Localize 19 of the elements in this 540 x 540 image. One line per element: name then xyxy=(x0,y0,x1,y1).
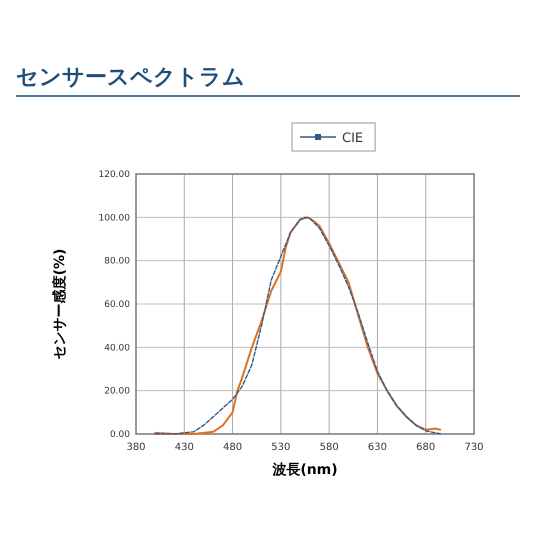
y-axis-title: センサー感度(%) xyxy=(51,248,68,360)
x-axis-title: 波長(nm) xyxy=(271,462,338,478)
y-tick-label: 60.00 xyxy=(104,300,130,310)
y-tick-label: 120.00 xyxy=(98,170,130,180)
y-tick-label: 80.00 xyxy=(104,256,130,267)
y-tick-label: 100.00 xyxy=(98,213,130,224)
x-tick-label: 530 xyxy=(271,442,290,453)
x-tick-label: 480 xyxy=(223,442,242,453)
x-tick-label: 730 xyxy=(464,442,484,453)
chart-title: センサースペクトラム xyxy=(16,65,245,90)
x-tick-label: 380 xyxy=(126,442,146,453)
x-tick-label: 430 xyxy=(174,442,194,453)
x-tick-label: 680 xyxy=(416,442,436,453)
x-tick-label: 630 xyxy=(368,442,387,453)
x-tick-label: 580 xyxy=(320,442,339,453)
y-tick-label: 20.00 xyxy=(104,386,130,397)
legend-label: CIE xyxy=(342,131,364,146)
y-tick-label: 0.00 xyxy=(110,430,130,440)
y-tick-label: 40.00 xyxy=(104,343,130,354)
